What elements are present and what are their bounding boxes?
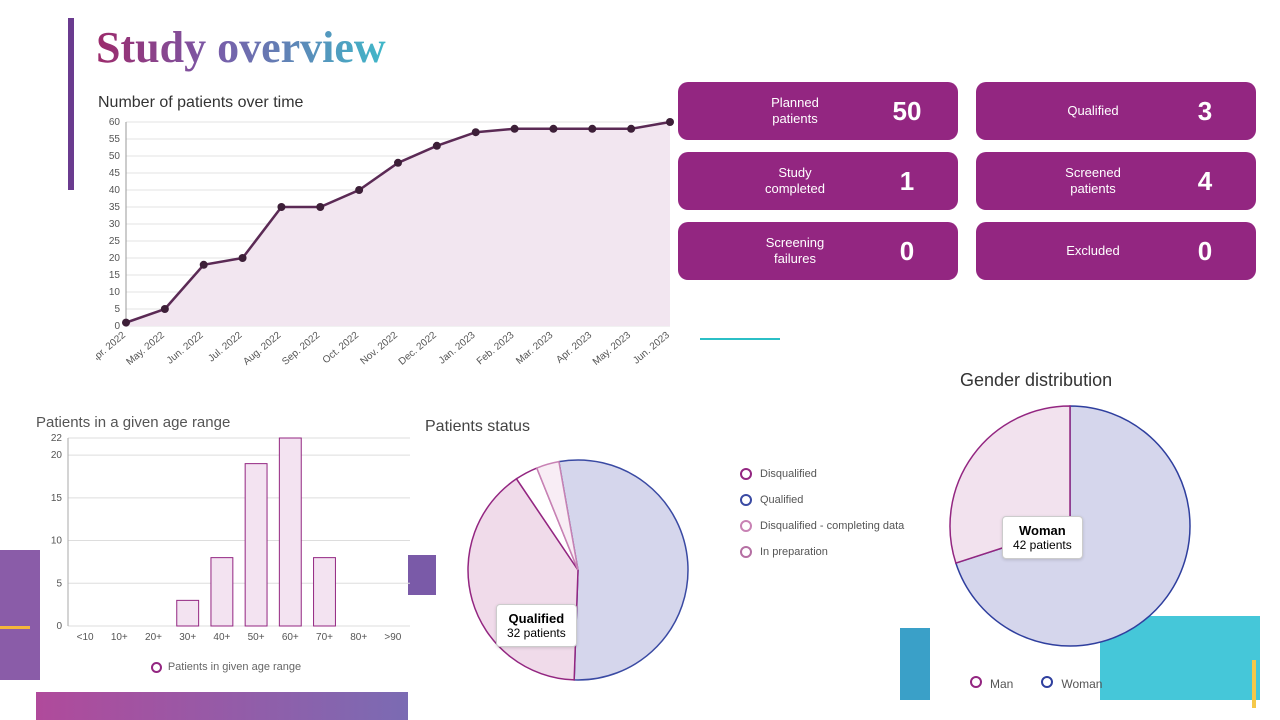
page-title: Study overview [96,22,386,73]
svg-text:Feb. 2023: Feb. 2023 [475,330,517,368]
svg-text:40+: 40+ [213,632,230,643]
line-chart-title: Number of patients over time [98,94,303,112]
svg-text:30: 30 [109,219,121,230]
svg-text:5: 5 [114,304,120,315]
gender-pie-tooltip: Woman42 patients [1002,516,1083,559]
svg-text:10: 10 [51,536,63,547]
kpi-card: Qualified3 [976,82,1256,140]
svg-text:0: 0 [56,621,62,632]
svg-text:Nov. 2022: Nov. 2022 [359,330,401,368]
legend-item: In preparation [740,546,904,558]
svg-text:35: 35 [109,202,121,213]
svg-text:Jun. 2022: Jun. 2022 [165,330,206,367]
svg-text:>90: >90 [384,632,401,643]
kpi-card: Studycompleted1 [678,152,958,210]
kpi-card: Screeningfailures0 [678,222,958,280]
status-pie [438,440,718,700]
decor-line [700,338,780,340]
svg-text:Apr. 2023: Apr. 2023 [554,330,594,366]
decor-block [0,550,40,680]
gender-pie-title: Gender distribution [960,370,1112,391]
svg-text:15: 15 [51,493,63,504]
svg-text:10+: 10+ [111,632,128,643]
decor-block [0,626,30,629]
svg-text:Dec. 2022: Dec. 2022 [397,330,439,368]
svg-text:40: 40 [109,185,121,196]
svg-text:Oct. 2022: Oct. 2022 [321,330,362,367]
kpi-card: Plannedpatients50 [678,82,958,140]
gender-pie-legend: Man Woman [970,676,1102,691]
legend-item: Disqualified - completing data [740,520,904,532]
svg-text:20+: 20+ [145,632,162,643]
svg-text:<10: <10 [77,632,94,643]
legend-item: Disqualified [740,468,904,480]
bar-chart-title: Patients in a given age range [36,414,230,431]
bar-chart: 0 5 10 15 20 22 <10 10+ 20+ 30+ 40+ 50+ 60+ 70+ 80+ >90… [36,430,416,690]
kpi-cards: Plannedpatients50 Qualified3 Studycomplete… [678,82,1256,280]
svg-text:25: 25 [109,236,121,247]
status-pie-title: Patients status [425,418,530,436]
decor-block [36,692,408,720]
bar-chart-legend: Patients in given age range [36,661,416,673]
decor-block [1252,660,1256,708]
svg-text:15: 15 [109,270,121,281]
legend-item: Qualified [740,494,904,506]
svg-text:22: 22 [51,433,63,444]
decor-block [900,628,930,700]
svg-text:May. 2023: May. 2023 [591,330,634,368]
svg-text:5: 5 [56,578,62,589]
svg-text:May. 2022: May. 2022 [125,330,168,368]
legend-item: Man [970,676,1013,691]
svg-text:30+: 30+ [179,632,196,643]
status-pie-tooltip: Qualified32 patients [496,604,577,647]
svg-text:10: 10 [109,287,121,298]
svg-text:45: 45 [109,168,121,179]
svg-text:Jan. 2023: Jan. 2023 [437,330,478,367]
svg-text:55: 55 [109,134,121,145]
svg-text:Apr. 2022: Apr. 2022 [96,330,128,366]
svg-text:20: 20 [109,253,121,264]
svg-text:Jun. 2023: Jun. 2023 [631,330,672,367]
status-pie-legend: Disqualified Qualified Disqualified - comp… [740,468,904,572]
kpi-card: Excluded0 [976,222,1256,280]
svg-text:Sep. 2022: Sep. 2022 [280,330,322,368]
svg-text:60: 60 [109,117,121,128]
svg-text:50+: 50+ [248,632,265,643]
svg-text:Jul. 2022: Jul. 2022 [206,330,244,365]
line-chart: 051015202530354045505560Apr. 2022May. 20… [96,116,676,376]
kpi-card: Screenedpatients4 [976,152,1256,210]
title-accent-bar [68,18,74,190]
svg-text:Aug. 2022: Aug. 2022 [241,330,283,368]
svg-text:70+: 70+ [316,632,333,643]
svg-text:60+: 60+ [282,632,299,643]
svg-text:Mar. 2023: Mar. 2023 [514,330,555,367]
legend-item: Woman [1041,676,1102,691]
svg-text:20: 20 [51,450,63,461]
svg-text:80+: 80+ [350,632,367,643]
svg-text:50: 50 [109,151,121,162]
